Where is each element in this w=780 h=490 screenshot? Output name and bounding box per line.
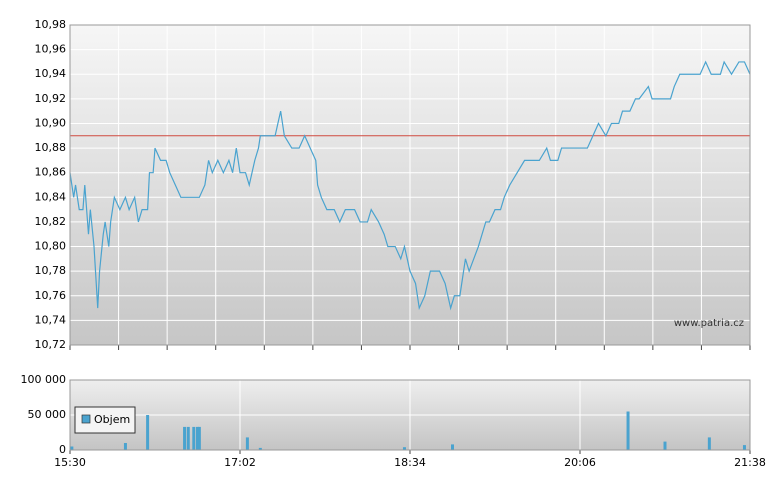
volume-bar	[402, 447, 406, 450]
y-tick-label: 10,76	[35, 289, 67, 302]
volume-bar	[192, 426, 196, 450]
y-tick-label: 50 000	[28, 408, 67, 421]
volume-bar	[70, 446, 74, 450]
y-tick-label: 10,98	[35, 18, 67, 31]
layer: 10,72 10,74 10,76 10,78 10,80 10,82 10,84 10,86…	[21, 18, 766, 469]
y-tick-label: 10,92	[35, 92, 67, 105]
y-tick-label: 10,84	[35, 190, 67, 203]
y-tick-label: 10,74	[35, 313, 67, 326]
legend-swatch	[81, 414, 91, 424]
volume-bar	[707, 437, 711, 450]
y-tick-label: 0	[59, 443, 66, 456]
volume-bar	[258, 447, 262, 450]
watermark: www.patria.cz	[674, 318, 744, 329]
volume-bar	[663, 441, 667, 450]
volume-bar	[245, 437, 249, 450]
plot-border	[69, 379, 751, 451]
x-tick-label: 17:02	[224, 456, 256, 469]
y-tick-label: 10,94	[35, 67, 67, 80]
volume-bar	[626, 411, 630, 450]
volume-bar	[451, 444, 454, 450]
x-tick-label: 20:06	[564, 456, 596, 469]
volume-bar	[742, 445, 746, 450]
y-tick-label: 10,78	[35, 264, 67, 277]
price-line	[69, 60, 751, 311]
y-tick-label: 10,90	[35, 116, 67, 129]
y-tick-label: 10,96	[35, 43, 67, 56]
y-tick-label: 10,88	[35, 141, 67, 154]
x-tick-label: 21:38	[734, 456, 766, 469]
volume-bar	[196, 426, 199, 450]
y-tick-label: 10,86	[35, 166, 67, 179]
plot-border	[69, 24, 751, 346]
legend-label: Objem	[94, 413, 130, 426]
volume-bar	[146, 415, 150, 450]
x-tick-label: 15:30	[54, 456, 86, 469]
volume-bar	[197, 426, 201, 450]
volume-bar	[183, 426, 187, 450]
y-tick-label: 10,82	[35, 215, 67, 228]
volume-bar	[186, 426, 190, 450]
legend-box	[74, 406, 136, 434]
y-tick-label: 10,80	[35, 240, 67, 253]
y-tick-label: 100 000	[21, 373, 67, 386]
x-tick-label: 18:34	[394, 456, 426, 469]
volume-bar	[123, 443, 127, 450]
y-tick-label: 10,72	[35, 338, 67, 351]
